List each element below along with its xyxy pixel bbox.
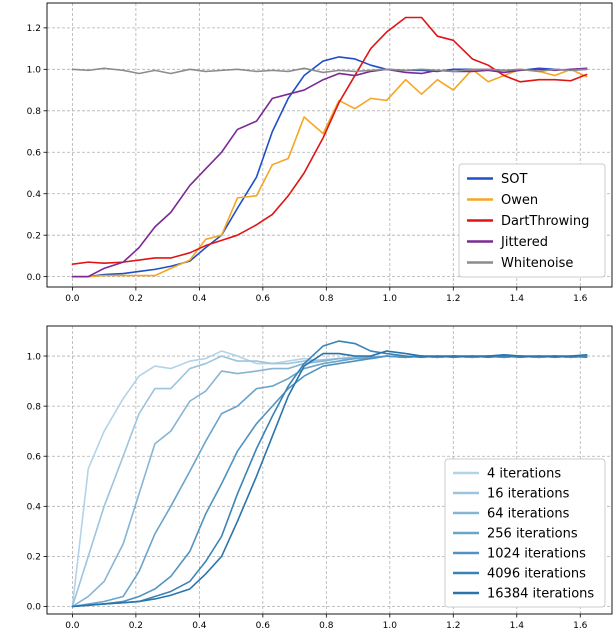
legend-label: SOT [501, 172, 527, 187]
x-tick-label: 1.2 [446, 294, 460, 304]
y-tick-label: 1.0 [27, 352, 42, 362]
x-tick-label: 0.6 [256, 294, 271, 304]
series-line-owen [71, 68, 588, 278]
x-tick-label: 0.0 [65, 294, 80, 304]
series-line-jittered [71, 67, 588, 278]
series-line-4096-iterations [71, 340, 588, 608]
y-tick-label: 0.4 [27, 503, 42, 513]
legend-label: 256 iterations [487, 527, 578, 542]
x-tick-label: 0.2 [129, 621, 143, 631]
y-tick-label: 0.0 [27, 603, 42, 613]
y-tick-label: 0.0 [27, 273, 42, 283]
legend-label: DartThrowing [501, 214, 589, 229]
legend-box [444, 458, 606, 608]
series-line-whitenoise [71, 67, 588, 75]
plot-frame [46, 325, 613, 615]
y-tick-label: 1.2 [27, 24, 41, 34]
x-tick-label: 0.0 [65, 621, 80, 631]
legend-label: 1024 iterations [487, 547, 586, 562]
series-line-dartthrowing [71, 16, 588, 265]
legend-label: 64 iterations [487, 507, 570, 522]
y-tick-label: 0.8 [27, 107, 42, 117]
x-tick-label: 0.8 [319, 294, 334, 304]
x-tick-label: 1.2 [446, 621, 460, 631]
series-line-16384-iterations [71, 350, 588, 608]
legend: 4 iterations 16 iterations 64 iterations 25… [444, 458, 606, 608]
legend-label: 16 iterations [487, 487, 570, 502]
x-tick-label: 1.4 [510, 294, 525, 304]
x-tick-label: 1.6 [573, 294, 588, 304]
x-tick-label: 0.4 [192, 294, 207, 304]
x-tick-label: 1.0 [383, 294, 398, 304]
y-tick-label: 0.2 [27, 231, 41, 241]
y-tick-label: 1.0 [27, 66, 42, 76]
plot-frame [46, 2, 613, 288]
y-tick-label: 0.2 [27, 553, 41, 563]
x-tick-label: 0.6 [256, 621, 271, 631]
legend: SOT Owen DartThrowing Jittered Whitenoise [458, 163, 606, 278]
y-tick-label: 0.6 [27, 452, 42, 462]
top-line-chart: 0.0 0.2 0.4 0.6 0.8 1.0 1.2 1.4 1.6 0.0 0.2 0.4 0.6 0… [27, 2, 613, 304]
x-tick-label: 1.4 [510, 621, 525, 631]
legend-label: 4 iterations [487, 467, 561, 482]
y-tick-label: 0.8 [27, 402, 42, 412]
legend-label: Jittered [500, 235, 548, 250]
x-tick-label: 0.2 [129, 294, 143, 304]
series-line-1024-iterations [71, 355, 588, 608]
legend-label: Whitenoise [501, 256, 573, 271]
y-tick-label: 0.4 [27, 190, 42, 200]
bottom-line-chart: 0.0 0.2 0.4 0.6 0.8 1.0 1.2 1.4 1.6 0.0 0.2 0.4 0.6 0… [27, 325, 613, 631]
x-tick-label: 0.8 [319, 621, 334, 631]
y-tick-label: 0.6 [27, 148, 42, 158]
legend-label: 16384 iterations [487, 587, 594, 602]
x-tick-label: 0.4 [192, 621, 207, 631]
legend-label: Owen [501, 193, 538, 208]
legend-label: 4096 iterations [487, 567, 586, 582]
x-tick-label: 1.0 [383, 621, 398, 631]
legend-box [458, 163, 606, 278]
x-tick-label: 1.6 [573, 621, 588, 631]
